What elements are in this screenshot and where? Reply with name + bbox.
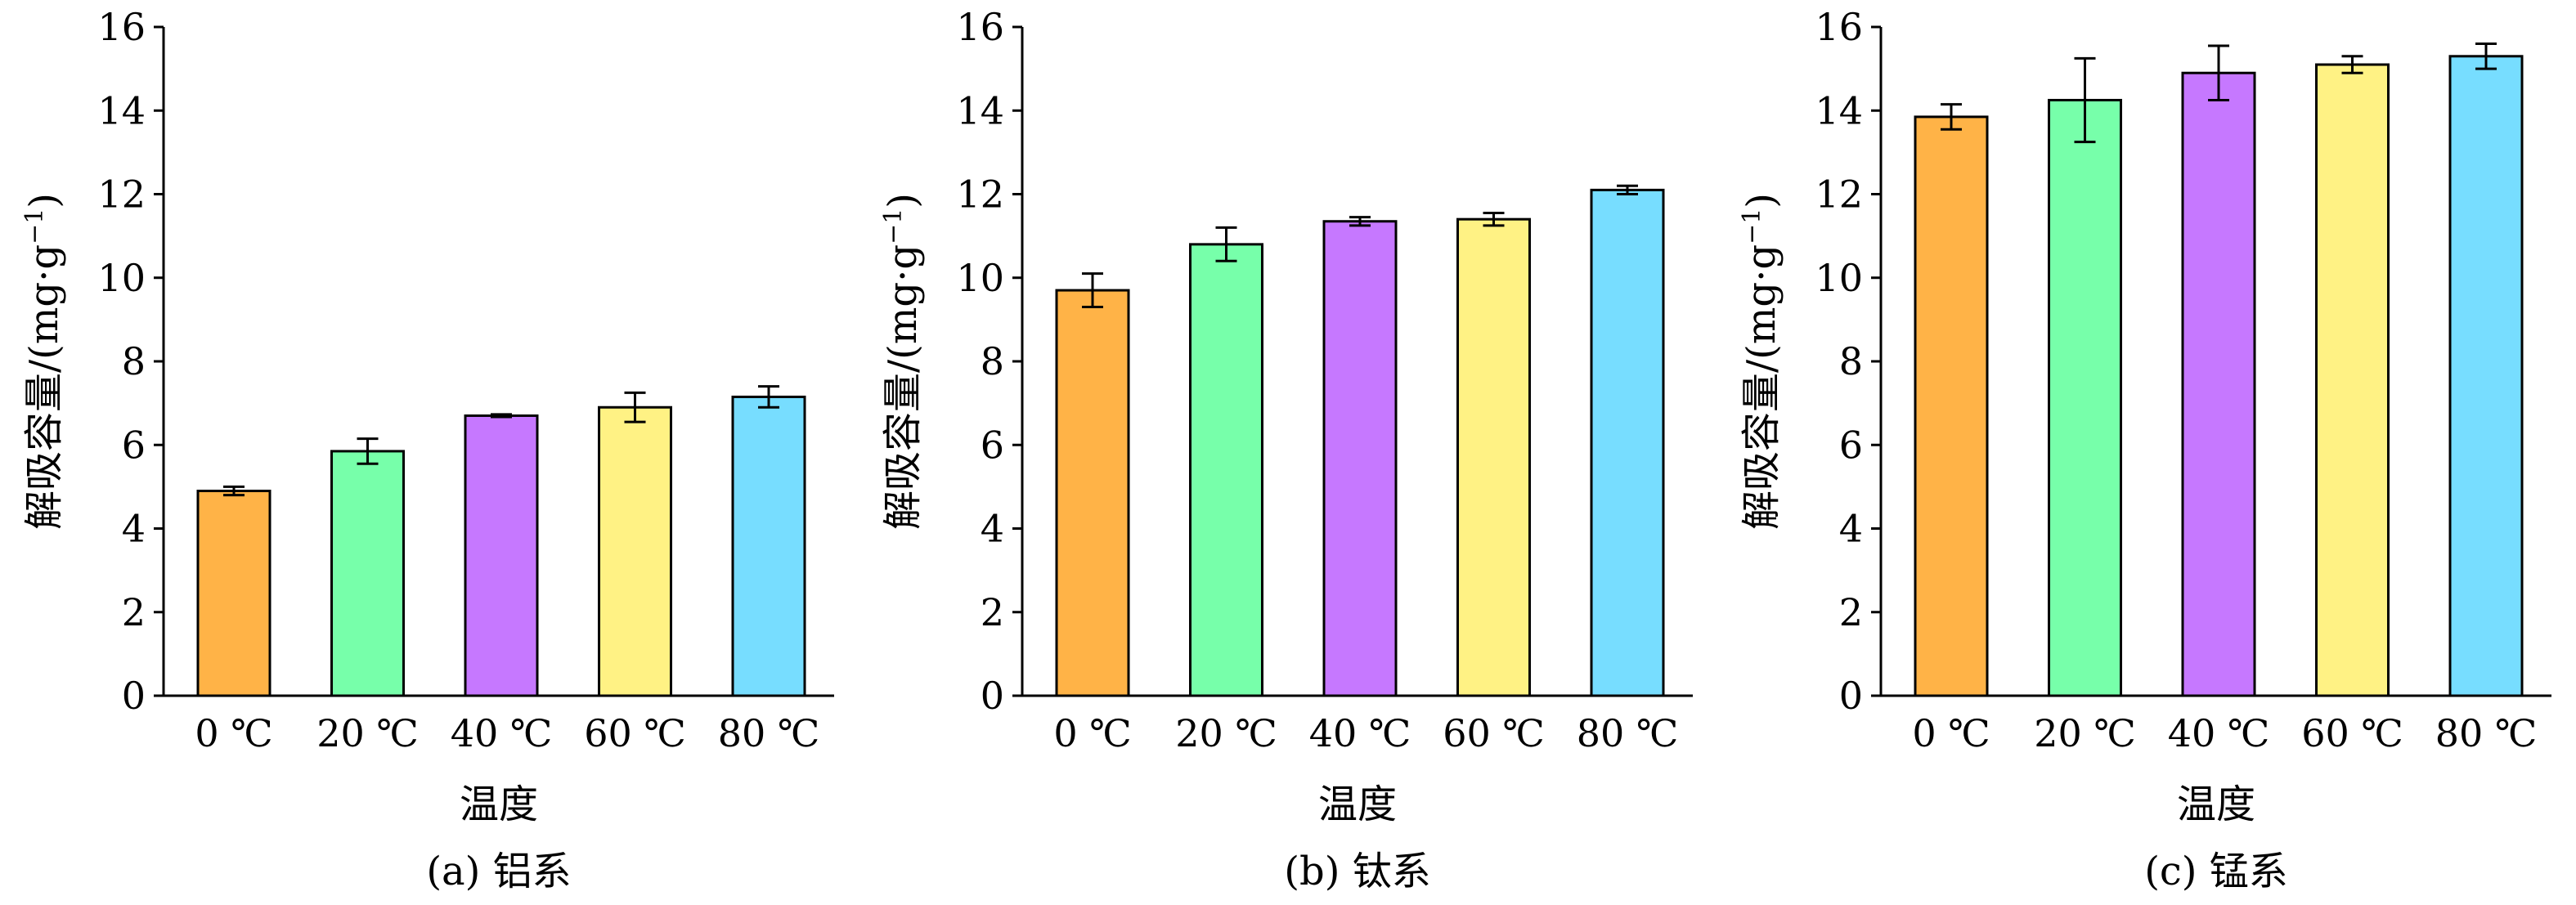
x-tick-label: 60 ℃ [2301, 711, 2403, 755]
x-tick-label: 20 ℃ [2034, 711, 2136, 755]
x-axis-title: 温度 [460, 782, 538, 827]
bar-2 [1322, 220, 1398, 697]
error-bar-1 [1215, 226, 1237, 262]
y-tick-label: 2 [1839, 590, 1863, 634]
x-tick-label: 20 ℃ [316, 711, 419, 755]
error-bar-2 [491, 413, 512, 419]
x-tick-label: 40 ℃ [451, 711, 553, 755]
chart-panel-b: 0 2 4 6 8 10 12 14 16 0 ℃ 20 ℃ 40 ℃ 60 ℃ 80 ℃ 温度 解吸容量/(… [879, 5, 1693, 894]
bar-2 [464, 414, 539, 697]
y-tick-label: 10 [1815, 256, 1863, 300]
x-tick-label: 80 ℃ [2435, 711, 2538, 755]
panel-caption: (c) 锰系 [2144, 849, 2288, 894]
error-bar-3 [2341, 55, 2363, 74]
x-tick-label: 60 ℃ [584, 711, 686, 755]
y-tick-label: 12 [1815, 172, 1863, 217]
y-tick-label: 4 [1839, 507, 1863, 551]
bar-0 [196, 489, 272, 697]
y-tick-label: 8 [981, 339, 1004, 383]
y-tick-label: 10 [97, 256, 146, 300]
x-axis-title: 温度 [1318, 782, 1397, 827]
y-tick-label: 6 [981, 423, 1004, 467]
chart-panel-c: 0 2 4 6 8 10 12 14 16 0 ℃ 20 ℃ 40 ℃ 60 ℃ 80 ℃ 温度 解吸容量/(… [1738, 5, 2551, 894]
bar-1 [1189, 243, 1263, 697]
panel-caption: (a) 铝系 [426, 849, 571, 894]
y-tick-label: 4 [122, 507, 146, 551]
error-bar-2 [1349, 216, 1371, 227]
x-tick-label: 20 ℃ [1175, 711, 1277, 755]
x-tick-label: 80 ℃ [1577, 711, 1679, 755]
x-tick-label: 80 ℃ [718, 711, 820, 755]
x-tick-label: 40 ℃ [1309, 711, 1411, 755]
bar-3 [2315, 63, 2390, 697]
error-bar-2 [2208, 44, 2229, 101]
bar-0 [1914, 115, 1989, 697]
x-tick-label: 0 ℃ [195, 711, 272, 755]
y-tick-label: 8 [1839, 339, 1863, 383]
y-tick-label: 14 [956, 88, 1004, 132]
y-tick-label: 8 [122, 339, 146, 383]
bar-3 [1456, 217, 1531, 697]
y-tick-label: 16 [956, 5, 1004, 49]
y-tick-label: 2 [981, 590, 1004, 634]
y-tick-label: 16 [97, 5, 146, 49]
y-tick-label: 12 [97, 172, 146, 217]
error-bar-4 [758, 385, 779, 409]
x-tick-label: 0 ℃ [1053, 711, 1131, 755]
error-bar-0 [223, 485, 245, 497]
chart-panel-a: 0 2 4 6 8 10 12 14 16 0 ℃ 20 ℃ 40 ℃ 60 ℃ 80 ℃ 温度 解吸容量/(… [20, 5, 834, 894]
y-tick-label: 12 [956, 172, 1004, 217]
y-tick-label: 6 [1839, 423, 1863, 467]
bar-4 [2448, 55, 2524, 697]
y-tick-label: 10 [956, 256, 1004, 300]
y-tick-label: 2 [122, 590, 146, 634]
x-tick-label: 0 ℃ [1912, 711, 1990, 755]
error-bar-1 [357, 437, 379, 465]
y-axis-title: 解吸容量/(mg·g−1) [20, 193, 67, 530]
x-tick-label: 40 ℃ [2168, 711, 2270, 755]
y-tick-label: 4 [981, 507, 1004, 551]
error-bar-4 [1617, 184, 1638, 195]
bar-2 [2181, 71, 2256, 697]
y-tick-label: 0 [981, 674, 1004, 718]
y-tick-label: 16 [1815, 5, 1863, 49]
bar-4 [1590, 188, 1665, 697]
bar-3 [598, 405, 672, 697]
x-tick-label: 60 ℃ [1443, 711, 1545, 755]
y-axis-title: 解吸容量/(mg·g−1) [1738, 193, 1784, 530]
error-bar-1 [2074, 56, 2096, 144]
y-tick-label: 14 [97, 88, 146, 132]
y-tick-label: 6 [122, 423, 146, 467]
y-tick-label: 0 [122, 674, 146, 718]
y-tick-label: 0 [1839, 674, 1863, 718]
bar-1 [330, 450, 405, 697]
y-axis-title: 解吸容量/(mg·g−1) [879, 193, 926, 530]
error-bar-0 [1941, 103, 1962, 131]
bar-1 [2048, 98, 2122, 697]
error-bar-0 [1082, 272, 1103, 309]
y-tick-label: 14 [1815, 88, 1863, 132]
x-axis-title: 温度 [2177, 782, 2255, 827]
bar-0 [1055, 289, 1130, 697]
error-bar-3 [1483, 212, 1505, 227]
bar-4 [731, 395, 806, 697]
error-bar-4 [2475, 42, 2497, 70]
panel-caption: (b) 钛系 [1284, 849, 1430, 894]
error-bar-3 [624, 391, 646, 423]
